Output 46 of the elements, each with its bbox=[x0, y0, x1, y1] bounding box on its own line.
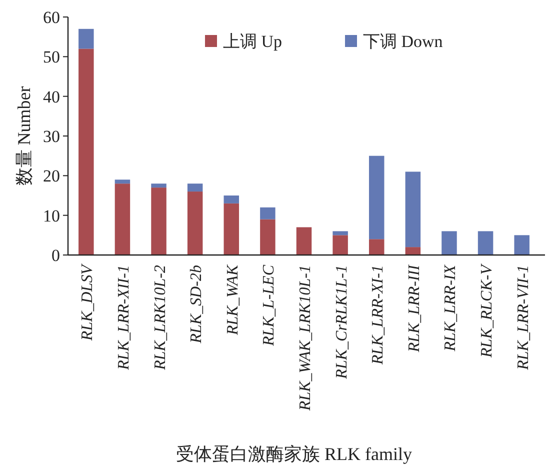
x-axis-title: 受体蛋白激酶家族 RLK family bbox=[176, 444, 412, 464]
x-tick-label: RLK_L-LEC bbox=[260, 264, 278, 347]
x-tick-label: RLK_LRR-VII-1 bbox=[514, 265, 532, 371]
x-tick-label: RLK_CrRLK1L-1 bbox=[333, 265, 350, 380]
bar bbox=[151, 184, 166, 188]
legend-label: 下调 Down bbox=[363, 32, 444, 51]
y-tick-label: 60 bbox=[43, 8, 60, 27]
bar bbox=[296, 227, 312, 255]
x-tick-label: RLK_LRK10L-2 bbox=[152, 265, 169, 371]
y-tick-label: 30 bbox=[43, 127, 60, 146]
y-tick-label: 40 bbox=[43, 87, 60, 106]
bar bbox=[78, 48, 94, 255]
bar bbox=[405, 247, 421, 255]
bar bbox=[332, 231, 348, 236]
x-tick-label: RLK_LRR-IX bbox=[442, 264, 460, 352]
bar bbox=[224, 203, 240, 255]
bar bbox=[114, 180, 130, 184]
bar bbox=[405, 172, 421, 248]
y-tick-label: 50 bbox=[43, 48, 60, 67]
bar bbox=[368, 239, 384, 255]
y-tick-label: 0 bbox=[52, 246, 60, 265]
x-tick-label: RLK_WAK_LRK10L-1 bbox=[297, 265, 314, 412]
x-tick-label: RLK_LRR-XI-1 bbox=[370, 265, 387, 366]
bar bbox=[260, 207, 276, 220]
y-tick-label: 10 bbox=[43, 206, 60, 226]
bar bbox=[114, 184, 130, 255]
x-tick-label: RLK_SD-2b bbox=[188, 265, 206, 344]
bar bbox=[478, 231, 494, 255]
x-tick-label: RLK_LRR-XII-1 bbox=[115, 265, 132, 371]
x-tick-label: RLK_DLSV bbox=[79, 262, 96, 342]
x-tick-label: RLK_WAK bbox=[224, 264, 242, 336]
y-axis-title: 数量 Number bbox=[14, 86, 34, 186]
bar bbox=[368, 156, 384, 240]
bar bbox=[151, 188, 166, 255]
bar bbox=[514, 235, 530, 255]
bar bbox=[332, 235, 348, 255]
bar bbox=[442, 231, 457, 255]
x-tick-label: RLK_LRR-III bbox=[406, 264, 423, 354]
bar bbox=[187, 184, 203, 192]
bar bbox=[260, 219, 276, 255]
legend-label: 上调 Up bbox=[223, 32, 282, 51]
y-tick-label: 20 bbox=[43, 166, 60, 186]
bar bbox=[78, 28, 94, 49]
bar bbox=[187, 192, 203, 255]
x-tick-label: RLK_RLCK-V bbox=[478, 262, 496, 358]
bar bbox=[224, 196, 240, 204]
